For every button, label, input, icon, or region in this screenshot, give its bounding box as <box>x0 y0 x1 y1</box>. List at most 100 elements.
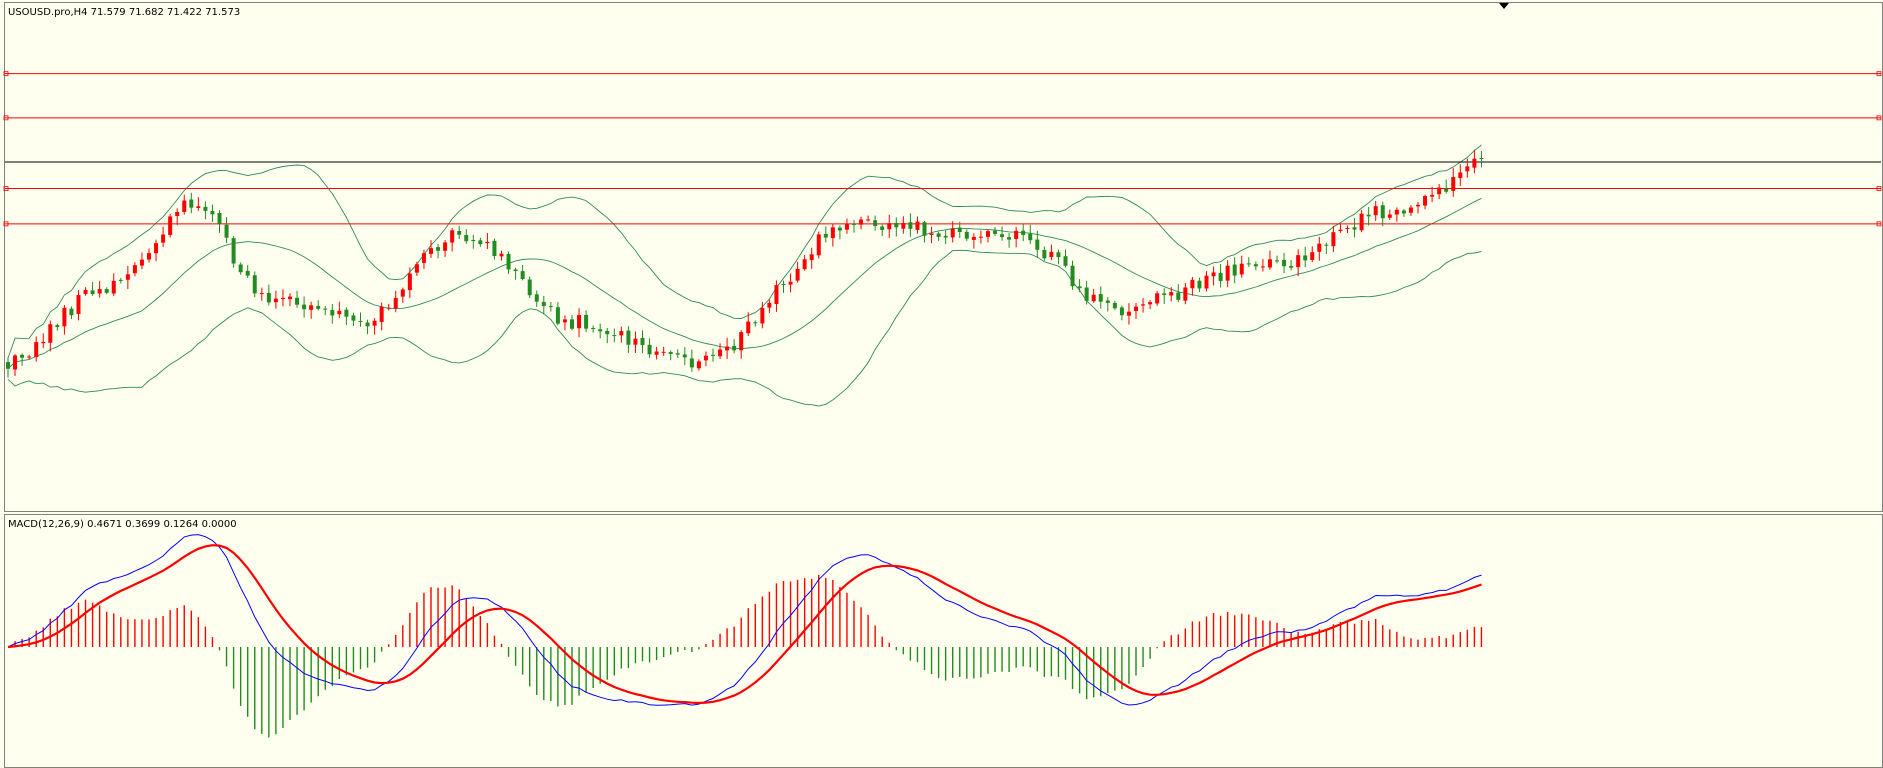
candle-down <box>1084 287 1089 301</box>
candle-down <box>570 319 574 329</box>
candle-down <box>640 337 645 346</box>
candle-up <box>1408 207 1413 213</box>
candle-down <box>1063 256 1068 266</box>
candle-up <box>1317 243 1322 252</box>
candle-down <box>1289 266 1294 268</box>
candle-down <box>6 362 10 369</box>
candle-down <box>1098 294 1103 302</box>
candle-up <box>1183 287 1188 301</box>
candle-down <box>936 233 941 237</box>
candle-down <box>457 230 462 235</box>
candle-down <box>323 308 328 310</box>
candle-down <box>894 222 899 228</box>
candle-up <box>1049 251 1054 258</box>
candle-down <box>104 289 109 293</box>
candle-up <box>1472 158 1477 168</box>
candle-down <box>541 301 546 307</box>
candle-up <box>1148 302 1153 305</box>
candle-up <box>1387 214 1392 218</box>
macd-chart-layer <box>7 534 1483 738</box>
candle-down <box>682 354 687 358</box>
candle-up <box>379 306 384 322</box>
candle-down <box>513 269 518 272</box>
level-handle-right-3 <box>1876 186 1882 191</box>
candle-down <box>908 222 913 229</box>
candle-down <box>1275 260 1279 262</box>
candle-up <box>450 230 455 243</box>
candle-up <box>386 307 391 309</box>
candle-down <box>1021 230 1026 236</box>
macd-signal-line <box>7 544 1482 705</box>
candle-up <box>175 211 180 217</box>
candle-up <box>132 265 137 274</box>
candle-down <box>1232 264 1237 276</box>
shift-marker-icon <box>1499 3 1509 9</box>
candle-down <box>316 305 321 309</box>
candle-up <box>950 228 955 238</box>
candle-up <box>971 236 976 240</box>
candle-up <box>978 236 983 238</box>
candle-up <box>1310 252 1315 260</box>
candle-down <box>1253 264 1258 267</box>
candle-up <box>562 319 567 323</box>
candle-down <box>1444 188 1449 192</box>
candle-up <box>788 281 793 285</box>
candle-up <box>1416 204 1420 207</box>
candle-up <box>760 308 765 324</box>
candle-down <box>1035 239 1040 250</box>
candle-up <box>1134 306 1138 312</box>
candle-down <box>534 294 539 302</box>
candle-up <box>915 221 920 230</box>
candle-up <box>1331 232 1336 247</box>
candle-up <box>1394 209 1399 215</box>
candle-down <box>689 358 694 368</box>
candle-up <box>901 223 906 229</box>
candle-up <box>1014 230 1019 239</box>
candle-up <box>718 349 723 357</box>
candle-down <box>330 310 335 316</box>
candle-up <box>985 231 990 237</box>
candle-down <box>189 199 194 208</box>
candle-up <box>1296 255 1301 268</box>
level-handle-right-2 <box>1876 115 1882 121</box>
candle-down <box>1479 157 1484 159</box>
candle-up <box>1458 172 1463 179</box>
candle-up <box>1126 311 1131 316</box>
candle-up <box>1169 292 1174 296</box>
candle-up <box>661 351 666 353</box>
candle-up <box>619 331 624 336</box>
candle-down <box>1401 210 1406 214</box>
candle-down <box>943 235 948 238</box>
candle-up <box>400 289 405 297</box>
candle-up <box>703 355 708 361</box>
candle-up <box>1451 177 1456 191</box>
candle-up <box>139 259 144 266</box>
candle-down <box>852 223 856 225</box>
candle-down <box>1056 252 1061 258</box>
candle-up <box>407 273 412 291</box>
candle-down <box>675 353 680 355</box>
candle-up <box>196 206 201 208</box>
candle-up <box>485 241 490 244</box>
level-handle-right-4 <box>1876 221 1882 227</box>
candle-up <box>499 253 504 257</box>
candle-down <box>1366 214 1371 217</box>
candle-up <box>48 324 53 343</box>
candle-down <box>478 240 483 245</box>
candle-up <box>13 355 18 370</box>
candle-down <box>647 344 652 355</box>
candle-up <box>1465 166 1470 172</box>
candle-down <box>1176 292 1181 300</box>
level-handle-right-1 <box>1876 71 1882 77</box>
candle-up <box>1091 294 1096 302</box>
candle-down <box>436 247 441 251</box>
candle-up <box>27 356 32 358</box>
candle-down <box>1380 205 1385 219</box>
bollinger-lower-line <box>7 249 1482 407</box>
candle-up <box>725 346 730 351</box>
candle-up <box>1204 275 1209 289</box>
candle-up <box>280 297 285 300</box>
macd-main-line <box>7 534 1482 706</box>
candle-up <box>429 248 433 254</box>
bollinger-middle-line <box>7 197 1482 370</box>
